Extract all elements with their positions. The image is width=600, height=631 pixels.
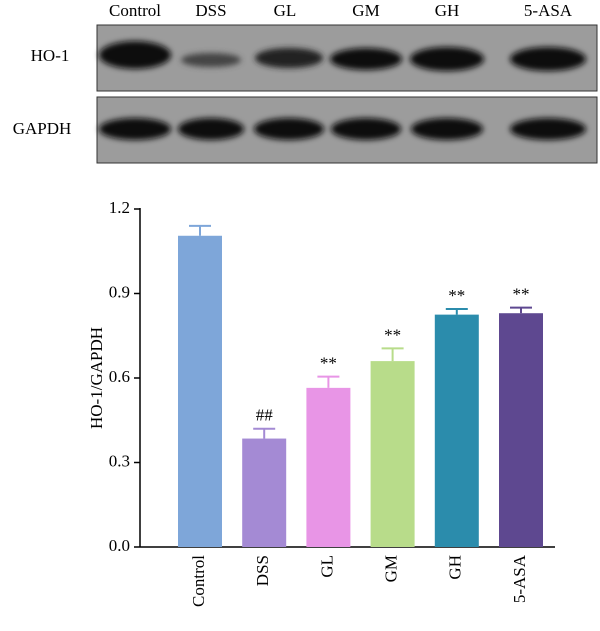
lane-label: 5-ASA (524, 1, 573, 20)
significance-label: ## (256, 406, 274, 425)
y-tick-label: 0.3 (109, 451, 130, 470)
significance-label: ** (448, 286, 465, 305)
x-tick-label: Control (189, 555, 208, 607)
x-tick-label: DSS (253, 555, 272, 586)
y-tick-label: 0.9 (109, 282, 130, 301)
bar (434, 314, 479, 547)
x-tick-label: GH (446, 555, 465, 580)
significance-label: ** (384, 325, 401, 344)
lane-label: GM (352, 1, 379, 20)
x-tick-label: 5-ASA (510, 554, 529, 603)
significance-label: ** (320, 353, 337, 372)
bar (370, 361, 415, 547)
y-axis-label: HO-1/GAPDH (87, 327, 106, 429)
bar (178, 235, 222, 547)
x-tick-label: GM (382, 555, 401, 582)
x-tick-label: GL (317, 555, 336, 578)
y-tick-label: 0.6 (109, 367, 130, 386)
significance-label: ** (513, 284, 530, 303)
lane-label: Control (109, 1, 161, 20)
lane-label: DSS (195, 1, 226, 20)
lane-label: GL (274, 1, 297, 20)
blot-ho1 (96, 24, 598, 92)
row-label: GAPDH (13, 119, 72, 138)
y-tick-label: 1.2 (109, 198, 130, 217)
blot-gapdh (96, 96, 598, 164)
lane-label: GH (435, 1, 460, 20)
y-tick-label: 0.0 (109, 536, 130, 555)
bar (499, 313, 543, 547)
bar (306, 387, 351, 547)
row-label: HO-1 (31, 46, 70, 65)
bar (242, 438, 287, 547)
